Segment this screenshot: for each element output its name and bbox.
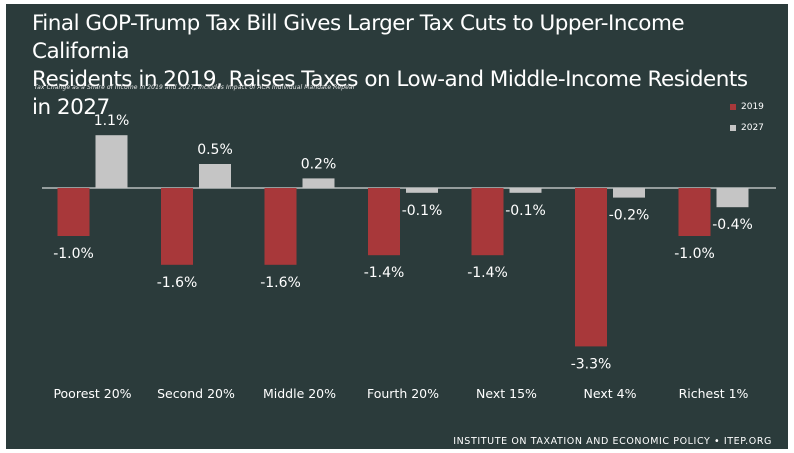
legend-label-2027: 2027 xyxy=(741,123,764,133)
value-label-2027-6: -0.2% xyxy=(609,208,650,224)
value-label-2019-6: -3.3% xyxy=(571,356,612,372)
category-label-7: Richest 1% xyxy=(679,386,749,401)
bar-2027-3 xyxy=(302,178,335,188)
legend-item-2019: 2019 xyxy=(730,100,764,114)
bar-2019-4 xyxy=(368,188,400,256)
value-label-2019-1: -1.0% xyxy=(53,246,94,262)
bar-2027-1 xyxy=(95,135,128,188)
value-label-2019-7: -1.0% xyxy=(674,246,715,262)
footer-source: INSTITUTE ON TAXATION AND ECONOMIC POLIC… xyxy=(453,436,772,447)
value-label-2027-5: -0.1% xyxy=(505,203,546,219)
bar-2027-2 xyxy=(199,164,231,188)
bar-2019-3 xyxy=(264,188,297,265)
bar-2027-5 xyxy=(509,188,542,193)
bar-2027-4 xyxy=(406,188,438,193)
bar-2019-5 xyxy=(471,188,504,256)
value-label-2019-5: -1.4% xyxy=(467,265,508,281)
value-label-2027-2: 0.5% xyxy=(197,142,233,158)
bar-2019-2 xyxy=(161,188,193,265)
category-label-3: Middle 20% xyxy=(263,386,336,401)
category-label-1: Poorest 20% xyxy=(53,386,131,401)
legend-swatch-2027 xyxy=(730,125,736,131)
title-line-2: Residents in 2019, Raises Taxes on Low-a… xyxy=(32,67,748,120)
bar-2027-6 xyxy=(613,188,645,198)
chart-subtitle: Tax Change as a Share of Income in 2019 … xyxy=(34,84,355,91)
legend-label-2019: 2019 xyxy=(741,102,764,112)
value-label-2027-4: -0.1% xyxy=(402,203,443,219)
legend: 2019 2027 xyxy=(730,100,764,142)
bar-2027-7 xyxy=(716,188,749,208)
bar-2019-7 xyxy=(678,188,711,236)
legend-swatch-2019 xyxy=(730,104,736,110)
value-label-2019-2: -1.6% xyxy=(157,275,198,291)
value-label-2019-4: -1.4% xyxy=(364,265,405,281)
category-label-2: Second 20% xyxy=(157,386,235,401)
title-line-1: Final GOP-Trump Tax Bill Gives Larger Ta… xyxy=(32,11,685,64)
category-label-5: Next 15% xyxy=(476,386,537,401)
category-label-4: Fourth 20% xyxy=(367,386,439,401)
chart-title: Final GOP-Trump Tax Bill Gives Larger Ta… xyxy=(32,10,772,122)
value-label-2027-7: -0.4% xyxy=(712,217,753,233)
value-label-2019-3: -1.6% xyxy=(260,275,301,291)
bar-2019-1 xyxy=(57,188,90,236)
legend-item-2027: 2027 xyxy=(730,121,764,135)
value-label-2027-3: 0.2% xyxy=(301,156,337,172)
bar-2019-6 xyxy=(575,188,607,347)
value-label-2027-1: 1.1% xyxy=(94,113,130,129)
category-label-6: Next 4% xyxy=(584,386,637,401)
